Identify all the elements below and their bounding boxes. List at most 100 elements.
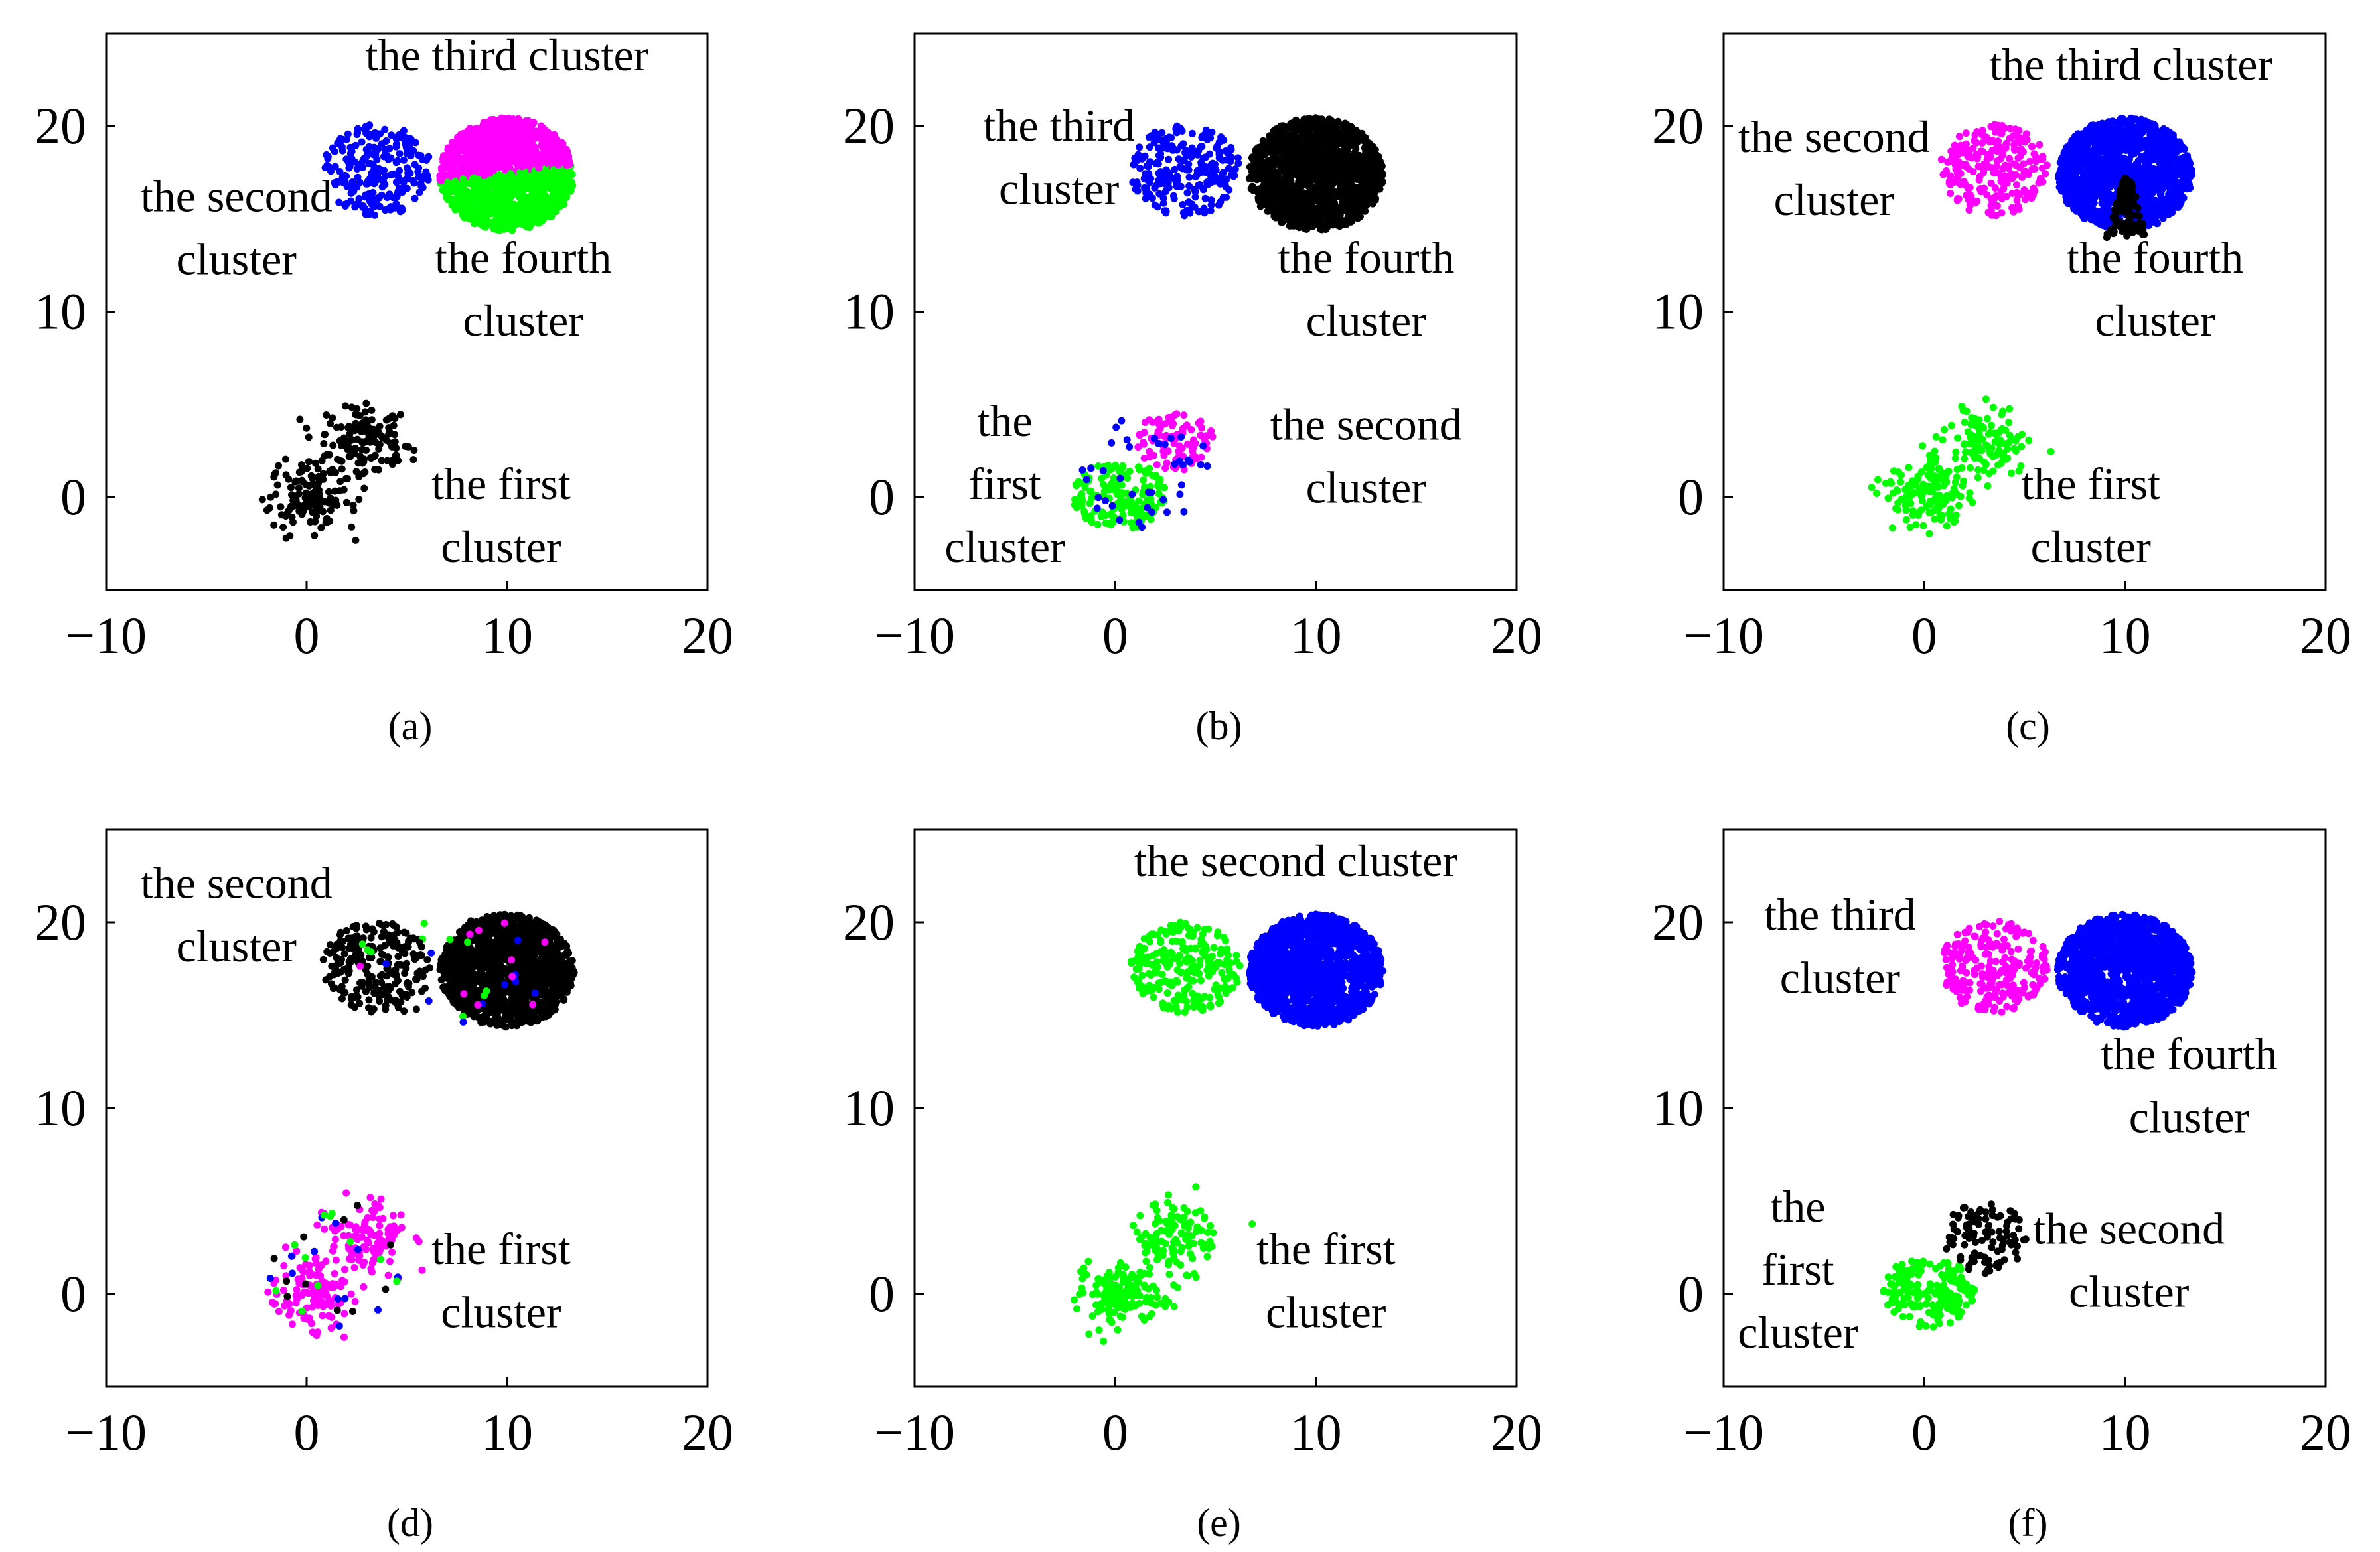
data-point bbox=[1086, 500, 1094, 508]
data-point bbox=[1958, 403, 1966, 410]
data-point bbox=[1304, 122, 1312, 130]
data-point bbox=[351, 427, 359, 435]
panel-caption: (a) bbox=[388, 704, 433, 748]
data-point bbox=[1195, 208, 1203, 216]
data-point bbox=[1363, 202, 1370, 210]
data-point bbox=[1175, 447, 1183, 455]
data-point bbox=[1341, 186, 1349, 194]
data-point bbox=[1872, 490, 1880, 497]
y-tick-label: 20 bbox=[843, 97, 895, 155]
data-point bbox=[1161, 484, 1169, 492]
data-point bbox=[1960, 477, 1967, 485]
data-point bbox=[1266, 132, 1274, 140]
data-point bbox=[1160, 451, 1168, 459]
data-point bbox=[392, 143, 400, 151]
data-point bbox=[526, 203, 534, 211]
data-point bbox=[1991, 429, 1998, 437]
data-point bbox=[2047, 447, 2055, 455]
data-point bbox=[2006, 155, 2014, 163]
data-point bbox=[527, 121, 535, 129]
data-point bbox=[338, 465, 346, 473]
data-point bbox=[380, 153, 388, 161]
data-point bbox=[458, 188, 466, 196]
data-point bbox=[1143, 189, 1151, 196]
cluster-annotation: the fourth bbox=[1278, 232, 1454, 283]
data-point bbox=[1948, 494, 1956, 502]
data-point bbox=[522, 121, 530, 129]
data-point bbox=[459, 147, 467, 155]
data-point bbox=[1155, 490, 1163, 498]
data-point bbox=[309, 480, 317, 488]
data-point bbox=[1989, 403, 1997, 411]
data-point bbox=[451, 178, 459, 186]
data-point bbox=[362, 399, 370, 407]
data-point bbox=[295, 484, 303, 492]
data-point bbox=[1973, 435, 1981, 443]
data-point bbox=[1146, 143, 1153, 151]
data-point bbox=[386, 190, 394, 198]
data-point bbox=[400, 156, 408, 164]
data-point bbox=[422, 175, 429, 182]
data-point bbox=[361, 408, 369, 416]
data-point bbox=[486, 169, 494, 177]
data-point bbox=[1118, 481, 1126, 489]
data-point bbox=[1288, 171, 1296, 179]
data-point bbox=[2014, 154, 2022, 162]
data-point bbox=[1337, 206, 1345, 214]
data-point bbox=[553, 194, 561, 202]
data-point bbox=[1154, 160, 1162, 168]
data-point bbox=[447, 161, 455, 169]
data-point bbox=[1270, 210, 1278, 218]
data-point bbox=[381, 125, 389, 133]
data-point bbox=[1150, 451, 1157, 459]
data-point bbox=[469, 210, 477, 217]
data-point bbox=[537, 213, 545, 221]
data-point bbox=[1300, 224, 1308, 232]
data-point bbox=[1176, 163, 1184, 171]
data-point bbox=[1197, 453, 1205, 461]
data-point bbox=[336, 168, 344, 175]
data-point bbox=[1304, 166, 1312, 174]
data-point bbox=[1087, 464, 1095, 472]
data-point bbox=[329, 441, 337, 449]
x-tick-label: 0 bbox=[294, 606, 320, 664]
data-point bbox=[1116, 516, 1124, 524]
data-point bbox=[458, 198, 466, 206]
data-point bbox=[1180, 411, 1188, 419]
data-point bbox=[1183, 421, 1191, 429]
data-point bbox=[1185, 173, 1193, 181]
data-point bbox=[356, 452, 364, 460]
data-point bbox=[334, 455, 341, 463]
data-point bbox=[1272, 149, 1280, 157]
data-point bbox=[1124, 474, 1132, 482]
data-point bbox=[1203, 462, 1211, 470]
data-point bbox=[1999, 454, 2007, 461]
data-point bbox=[1319, 176, 1327, 184]
data-point bbox=[1951, 517, 1959, 525]
data-point bbox=[1989, 467, 1997, 475]
data-point bbox=[543, 179, 551, 187]
data-point bbox=[1953, 466, 1961, 473]
data-point bbox=[1270, 192, 1278, 200]
data-point bbox=[1135, 463, 1142, 471]
cluster-points-magenta bbox=[1937, 121, 2051, 220]
data-point bbox=[548, 205, 556, 213]
data-point bbox=[1144, 504, 1152, 512]
data-point bbox=[270, 473, 278, 481]
y-tick-label: 10 bbox=[35, 283, 86, 340]
data-point bbox=[1367, 157, 1375, 165]
data-point bbox=[1150, 435, 1158, 443]
data-point bbox=[1998, 194, 2006, 202]
data-point bbox=[1905, 464, 1913, 472]
data-point bbox=[1182, 147, 1190, 155]
data-point bbox=[396, 150, 404, 158]
data-point bbox=[1268, 141, 1276, 149]
data-point bbox=[1368, 171, 1376, 179]
data-point bbox=[559, 140, 567, 148]
data-point bbox=[325, 488, 333, 496]
data-point bbox=[1183, 207, 1191, 214]
data-point bbox=[360, 458, 368, 466]
data-point bbox=[500, 160, 508, 168]
data-point bbox=[1101, 496, 1109, 504]
